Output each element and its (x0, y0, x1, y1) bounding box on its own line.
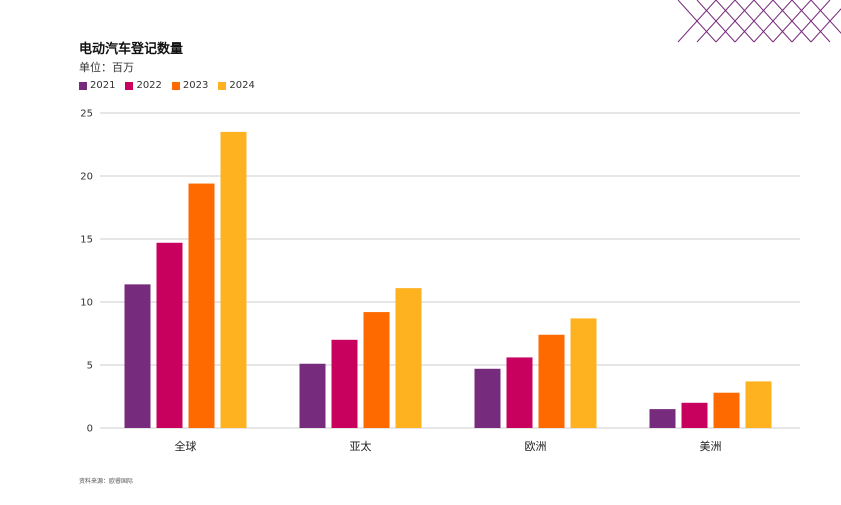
bar-2024-1 (395, 288, 422, 428)
y-tick-label: 25 (80, 109, 93, 120)
bar-2021-0 (124, 284, 151, 428)
decorative-line (753, 0, 793, 43)
decorative-line (772, 0, 812, 43)
decorative-line (791, 0, 831, 43)
bar-2023-1 (363, 312, 390, 428)
bar-2022-0 (156, 242, 183, 428)
decorative-line (696, 0, 736, 43)
bar-2024-2 (570, 318, 597, 428)
bar-2022-1 (331, 339, 358, 428)
legend-item-2023: 2023 (171, 80, 209, 91)
y-tick-label: 0 (87, 424, 93, 435)
bar-2024-0 (220, 131, 247, 428)
bar-2021-1 (299, 363, 326, 428)
bar-2021-2 (474, 368, 501, 428)
decorative-line (677, 0, 717, 43)
decorative-line (734, 0, 774, 43)
legend-label-2021: 2021 (90, 80, 116, 91)
chart-title: 电动汽车登记数量 (79, 42, 184, 57)
bar-2023-3 (713, 392, 740, 428)
y-tick-label: 5 (87, 361, 93, 372)
legend-swatch-2024 (218, 81, 227, 90)
bar-2022-2 (506, 357, 533, 428)
legend-label-2024: 2024 (229, 80, 255, 91)
decorative-line (810, 8, 841, 43)
legend-label-2023: 2023 (182, 80, 209, 91)
decorative-lattice (677, 0, 841, 43)
legend-swatch-2022 (125, 81, 134, 90)
bar-2023-0 (188, 183, 215, 428)
x-category-label: 欧洲 (525, 440, 547, 453)
source-note: 资料来源：欧睿国际 (79, 478, 134, 485)
chart-subtitle: 单位：百万 (79, 61, 134, 74)
legend-swatch-2023 (171, 81, 180, 90)
bar-2021-3 (649, 409, 676, 428)
y-tick-label: 10 (80, 298, 93, 309)
legend-item-2021: 2021 (79, 80, 115, 91)
decorative-line (715, 0, 755, 43)
x-category-label: 全球 (175, 439, 197, 453)
legend-swatch-2021 (79, 81, 87, 90)
legend-item-2022: 2022 (125, 80, 162, 91)
bar-2024-3 (745, 381, 772, 428)
y-tick-label: 20 (80, 172, 93, 183)
bar-2023-2 (538, 334, 565, 428)
x-category-label: 亚太 (350, 440, 372, 453)
x-category-label: 美洲 (700, 440, 722, 453)
legend-item-2024: 2024 (218, 80, 255, 91)
bar-2022-3 (681, 402, 708, 428)
chart-legend: 2021 2022 2023 2024 (79, 80, 255, 91)
y-tick-label: 15 (80, 235, 93, 246)
legend-label-2022: 2022 (136, 80, 162, 91)
